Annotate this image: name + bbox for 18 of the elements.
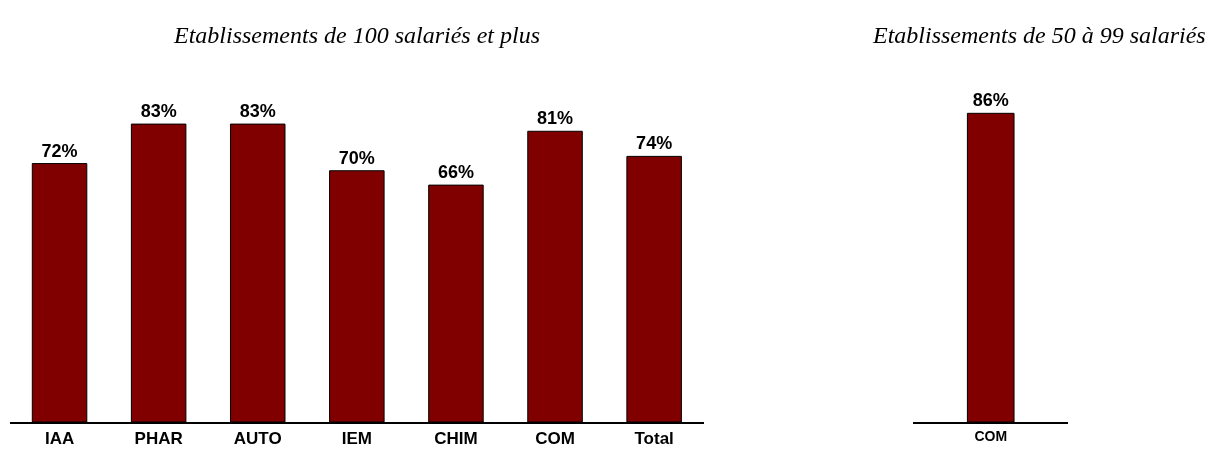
data-label: 81%	[537, 108, 574, 129]
chart-title: Etablissements de 50 à 99 salariés	[872, 22, 1206, 48]
x-tick-label: PHAR	[134, 429, 183, 449]
x-tick-label: IAA	[44, 429, 75, 449]
data-label: 83%	[239, 101, 276, 122]
x-tick-label: COM	[535, 429, 575, 449]
x-tick-label: Total	[634, 429, 674, 449]
data-label: 83%	[140, 101, 177, 122]
x-tick-label: IEM	[341, 429, 372, 449]
x-tick-label: AUTO	[233, 429, 282, 449]
x-tick-label: COM	[974, 427, 1008, 444]
data-label: 70%	[338, 147, 375, 168]
data-label: 86%	[972, 90, 1009, 111]
x-tick-label: CHIM	[434, 429, 478, 449]
data-label: 74%	[636, 133, 673, 154]
data-label: 66%	[437, 162, 474, 183]
data-label: 72%	[41, 140, 78, 161]
chart-title: Etablissements de 100 salariés et plus	[173, 22, 540, 48]
